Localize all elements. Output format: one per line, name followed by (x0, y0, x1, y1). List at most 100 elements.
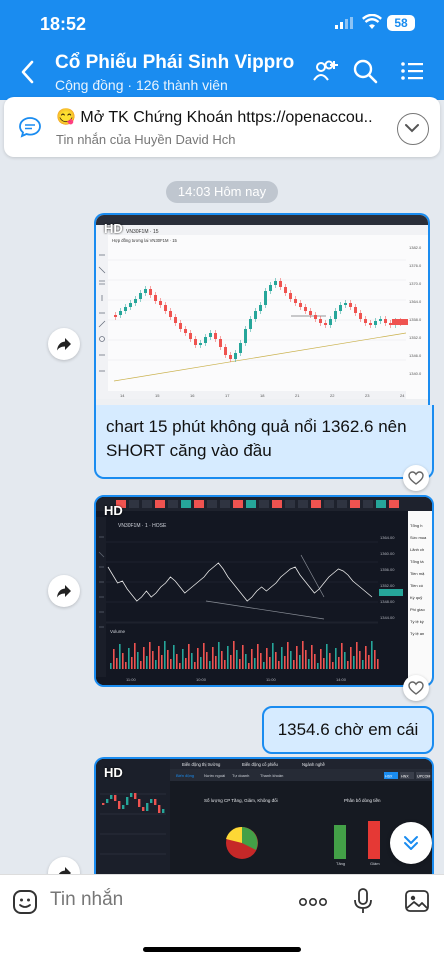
candle (389, 323, 392, 325)
expand-pinned-button[interactable] (397, 113, 429, 145)
candle (214, 333, 217, 339)
candle (234, 353, 237, 359)
sticker-icon[interactable] (12, 889, 38, 915)
candle (309, 311, 312, 315)
volume-bar (275, 652, 277, 669)
time-label: 15 (155, 393, 160, 398)
flow-bar-down (368, 821, 380, 859)
candle (184, 329, 187, 333)
time-label: 21 (295, 393, 300, 398)
account-panel-label: Tổng h (410, 523, 422, 528)
candle (179, 323, 182, 329)
candle (274, 281, 277, 285)
more-options-icon[interactable] (298, 897, 328, 907)
list-menu-icon[interactable] (400, 58, 424, 84)
bar-label-up: Tăng (336, 861, 345, 866)
search-icon[interactable] (352, 58, 378, 84)
volume-bar (371, 641, 373, 669)
status-bar: 18:52 58 (0, 0, 444, 44)
candle (134, 299, 137, 303)
pinned-sender: Tin nhắn của Huyền David Hch (56, 132, 236, 147)
account-panel-label: Tỷ lệ ký (410, 619, 424, 624)
chart-image-3[interactable]: HD Biến động thị trường Biến động cổ phiế… (94, 757, 434, 879)
back-icon[interactable] (18, 58, 38, 86)
volume-bar (200, 657, 202, 669)
candle (219, 339, 222, 347)
chart-image-2[interactable]: HD VN30F1M · 1 · HOSE 1364.00 1360.00 1356… (94, 495, 434, 687)
volume-bar (182, 649, 184, 669)
candle (319, 319, 322, 323)
volume-bar (284, 656, 286, 669)
scroll-to-bottom-button[interactable] (390, 822, 432, 864)
candle (239, 343, 242, 353)
account-panel-label: Lãnh ch (410, 547, 424, 552)
candle (114, 795, 117, 801)
volume-bar (359, 651, 361, 669)
react-button[interactable] (403, 675, 429, 701)
account-panel-label: Tỷ lệ an (410, 631, 424, 636)
volume-bar (341, 643, 343, 669)
volume-bar (131, 657, 133, 669)
candle (106, 799, 109, 803)
price-label: 1364.0 (409, 299, 422, 304)
time-label: 14:00 (336, 677, 347, 682)
candle (144, 289, 147, 293)
chart-screenshot-2: VN30F1M · 1 · HOSE 1364.00 1360.00 1356.00… (96, 497, 432, 685)
volume-bar (179, 663, 181, 669)
volume-bar (134, 643, 136, 669)
volume-bar (194, 662, 196, 669)
cellular-signal-icon (335, 17, 353, 29)
candle (162, 809, 165, 813)
volume-bar (290, 651, 292, 669)
flow-bar-up (334, 825, 346, 859)
share-button[interactable] (48, 575, 80, 607)
price-label: 1346.0 (409, 353, 422, 358)
chart-image-1[interactable]: HD VN30F1M · 15 Hợp đồng tương lai VN30F… (94, 213, 430, 409)
volume-bar (311, 645, 313, 669)
chart-caption-bubble[interactable]: chart 15 phút không quả nổi 1362.6 nên S… (94, 405, 434, 479)
candle (129, 303, 132, 307)
volume-bar (233, 641, 235, 669)
microphone-icon[interactable] (353, 887, 373, 915)
volume-bar (353, 656, 355, 669)
candle (314, 315, 317, 319)
volume-bar (344, 652, 346, 669)
chart-symbol: VN30F1M · 15 (126, 229, 159, 235)
candle (379, 319, 382, 321)
volume-bar (128, 648, 130, 669)
account-panel-label: Phí giao (410, 607, 425, 612)
volume-bar (257, 644, 259, 669)
message-input[interactable]: Tin nhắn (50, 889, 124, 910)
time-label: 11:00 (126, 677, 136, 682)
battery-icon: 58 (387, 15, 415, 31)
group-title[interactable]: Cổ Phiếu Phái Sinh Vippro... (55, 52, 295, 73)
volume-bar (176, 654, 178, 669)
react-button[interactable] (403, 465, 429, 491)
dashboard-subtab: Tự doanh (232, 773, 249, 778)
time-label: 22 (330, 393, 335, 398)
share-button[interactable] (48, 328, 80, 360)
date-separator: 14:03 Hôm nay (166, 181, 278, 203)
share-icon (57, 585, 71, 598)
pie-slice-flat (226, 826, 242, 843)
candle (374, 321, 377, 325)
time-label: 16 (190, 393, 195, 398)
volume-bar (113, 649, 115, 669)
pinned-message[interactable]: 😋 Mở TK Chứng Khoán https://openaccou...… (4, 97, 440, 157)
volume-bar (122, 653, 124, 669)
candle (194, 339, 197, 345)
candle (164, 305, 167, 311)
candle (334, 311, 337, 319)
dashboard-subtab: Thanh khoản (260, 773, 283, 778)
volume-bar (368, 655, 370, 669)
candle (284, 287, 287, 293)
group-add-icon[interactable] (312, 58, 340, 84)
volume-bar (326, 644, 328, 669)
bar-label-down: Giảm (370, 861, 380, 866)
image-picker-icon[interactable] (404, 889, 430, 913)
price-label: 1364.00 (380, 535, 395, 540)
group-subtitle: Cộng đồng · 126 thành viên (55, 77, 228, 93)
candle (244, 329, 247, 343)
candle (369, 323, 372, 325)
message-bubble[interactable]: 1354.6 chờ em cái (262, 706, 434, 754)
